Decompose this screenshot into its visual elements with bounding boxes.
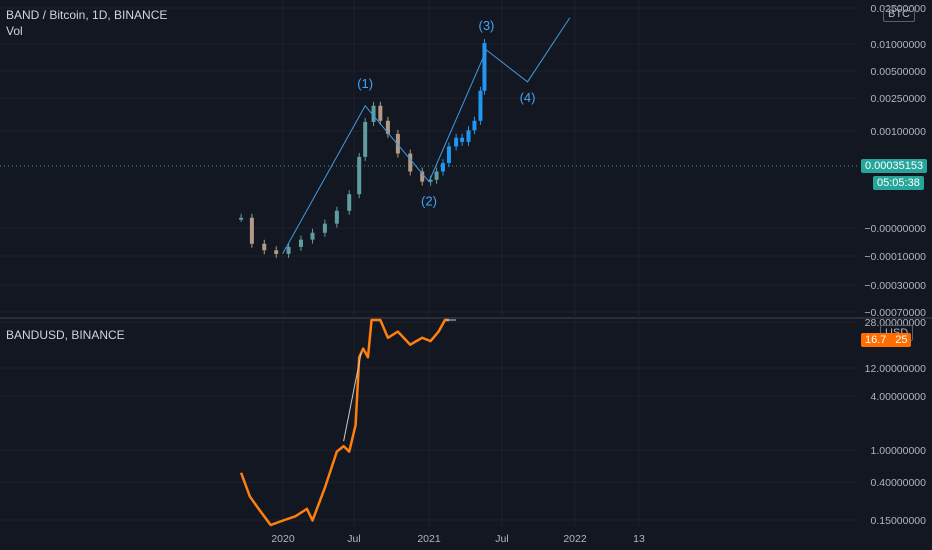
wave-label: (3): [478, 18, 494, 33]
time-tick-label: Jul: [495, 533, 508, 545]
trend-line: [343, 352, 362, 442]
price-tick-label: 0.00100000: [871, 126, 927, 138]
price-tick-label: −0.00010000: [864, 251, 926, 263]
candle-body: [408, 153, 413, 172]
price-tick-label: 4.00000000: [871, 391, 927, 403]
currency-badge-btc[interactable]: BTC: [883, 6, 915, 22]
price-tick-label: 0.40000000: [871, 477, 927, 489]
candle-body: [298, 239, 303, 247]
wave-label: (4): [520, 90, 536, 105]
candle-body: [385, 120, 390, 134]
price-tick-label: −0.00070000: [864, 307, 926, 319]
candle-body: [322, 223, 327, 233]
candle-body: [357, 156, 362, 195]
price-tick-label: 1.00000000: [871, 445, 927, 457]
price-tick-label: −0.00000000: [864, 223, 926, 235]
candle-body: [347, 194, 352, 211]
candle-body: [286, 246, 291, 254]
last-price-badge: 0.00035153: [861, 159, 928, 173]
sub-pane-plot: [239, 318, 457, 527]
time-tick-label: Jul: [347, 533, 360, 545]
candle-body: [371, 105, 376, 122]
price-tick-label: −0.00030000: [864, 280, 926, 292]
time-tick-label: 2021: [417, 533, 441, 545]
price-tick-label: 0.15000000: [871, 515, 927, 527]
price-tick-label: 12.00000000: [865, 363, 926, 375]
candle-body: [395, 133, 400, 154]
price-axes: 0.025000000.010000000.005000000.00250000…: [864, 3, 926, 527]
countdown-badge: 05:05:38: [873, 176, 924, 190]
bandusd-price-line: [239, 318, 449, 527]
candle-body: [428, 179, 433, 182]
candle-body: [363, 121, 368, 157]
elliott-wave-line: [282, 17, 571, 255]
price-tick-label: 0.00500000: [871, 66, 927, 78]
candle-body: [249, 217, 254, 244]
time-tick-label: 2020: [271, 533, 295, 545]
volume-indicator-label[interactable]: Vol: [6, 24, 23, 38]
candle-body: [446, 146, 451, 164]
candle-body: [434, 171, 439, 180]
candle-body: [274, 250, 279, 254]
candle-body: [478, 90, 483, 121]
candle-body: [262, 243, 267, 251]
candle-body: [310, 232, 315, 240]
grid-lines: [0, 0, 932, 526]
time-tick-label: 2022: [563, 533, 587, 545]
candle-body: [334, 210, 339, 224]
candle-body: [454, 137, 459, 147]
price-tick-label: 0.01000000: [871, 39, 927, 51]
time-tick-label: 13: [633, 533, 645, 545]
sub-last-price-badge: 16.7 25: [861, 333, 912, 347]
main-pane-plot: (1)(2)(3)(4)(5): [239, 17, 571, 258]
candle-body: [466, 130, 471, 142]
candle-body: [420, 171, 425, 182]
sub-pane-title: BANDUSD, BINANCE: [6, 328, 125, 342]
time-axis: 2020 Jul 2021 Jul 2022 13: [271, 533, 645, 545]
candle-body: [472, 120, 477, 131]
candle-body: [239, 217, 244, 220]
candle-body: [440, 163, 445, 172]
candle-body: [460, 137, 465, 142]
wave-label: (1): [357, 76, 373, 91]
price-tick-label: 0.00250000: [871, 93, 927, 105]
wave-label: (2): [421, 194, 437, 209]
candle-body: [482, 43, 487, 91]
main-pane-title: BAND / Bitcoin, 1D, BINANCE: [6, 8, 168, 22]
candle-body: [378, 105, 383, 121]
